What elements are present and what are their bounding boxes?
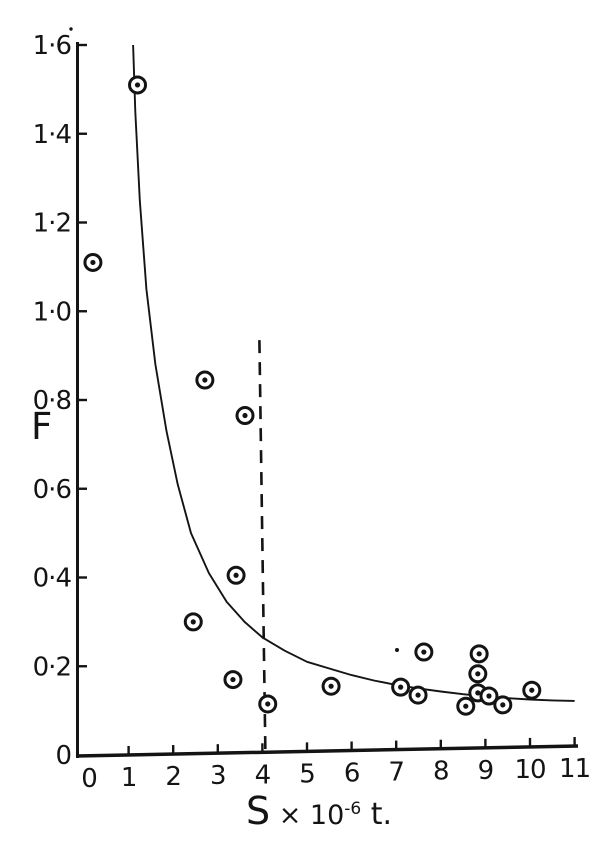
x-tick-label: 6	[344, 758, 360, 788]
x-tick-label: 10	[514, 755, 545, 785]
data-point-center-dot	[529, 687, 535, 693]
data-point-center-dot	[134, 82, 141, 88]
scan-speck	[69, 27, 73, 31]
data-point-center-dot	[463, 703, 469, 709]
y-tick-label: 0·4	[33, 564, 72, 594]
x-tick-label: 11	[559, 754, 590, 784]
x-tick-label: 2	[165, 762, 181, 792]
x-tick-label: 3	[210, 761, 226, 791]
data-point-center-dot	[328, 683, 334, 689]
x-axis-variable: S	[246, 789, 271, 833]
data-point-center-dot	[230, 676, 236, 683]
data-point-center-dot	[90, 259, 96, 266]
data-point-center-dot	[486, 693, 492, 699]
data-point-center-dot	[398, 684, 404, 690]
y-tick-label: 1·4	[33, 120, 72, 150]
scan-speck	[395, 648, 399, 652]
data-point-center-dot	[421, 649, 427, 655]
x-tick-label: 5	[299, 759, 315, 789]
x-axis-label: S × 10-6 t.	[246, 789, 392, 835]
data-point-center-dot	[476, 651, 482, 657]
y-axis-label: F	[31, 405, 53, 448]
y-tick-label: 1·2	[33, 209, 71, 239]
x-tick-label: 9	[478, 756, 494, 786]
x-tick-label: 7	[388, 758, 404, 788]
x-tick-label: 1	[121, 763, 137, 793]
y-tick-label: 1·6	[33, 31, 71, 61]
data-point-center-dot	[190, 619, 196, 625]
dashed-guide-line	[258, 340, 267, 753]
data-point-center-dot	[500, 702, 506, 708]
x-tick-label: 4	[255, 760, 271, 790]
data-point-center-dot	[475, 690, 481, 696]
data-point-center-dot	[475, 671, 481, 677]
x-tick-label: 0	[81, 764, 97, 794]
x-tick-label: 8	[433, 757, 449, 787]
x-axis-exponent: -6	[344, 799, 362, 819]
y-tick-label: 0·2	[33, 652, 71, 682]
data-point-center-dot	[202, 377, 208, 383]
data-point-center-dot	[242, 412, 248, 419]
x-axis-line	[75, 744, 579, 758]
x-axis-unit: t.	[361, 797, 393, 832]
y-tick-label: 0	[55, 741, 71, 771]
y-tick-label: 1·0	[33, 297, 71, 327]
data-point-center-dot	[415, 692, 421, 698]
y-tick-label: 0·6	[33, 475, 71, 505]
data-point-center-dot	[265, 701, 271, 707]
y-tick-label: 0·8	[33, 386, 71, 416]
x-axis-multiplier: × 10	[270, 800, 345, 831]
data-point-center-dot	[233, 572, 239, 578]
